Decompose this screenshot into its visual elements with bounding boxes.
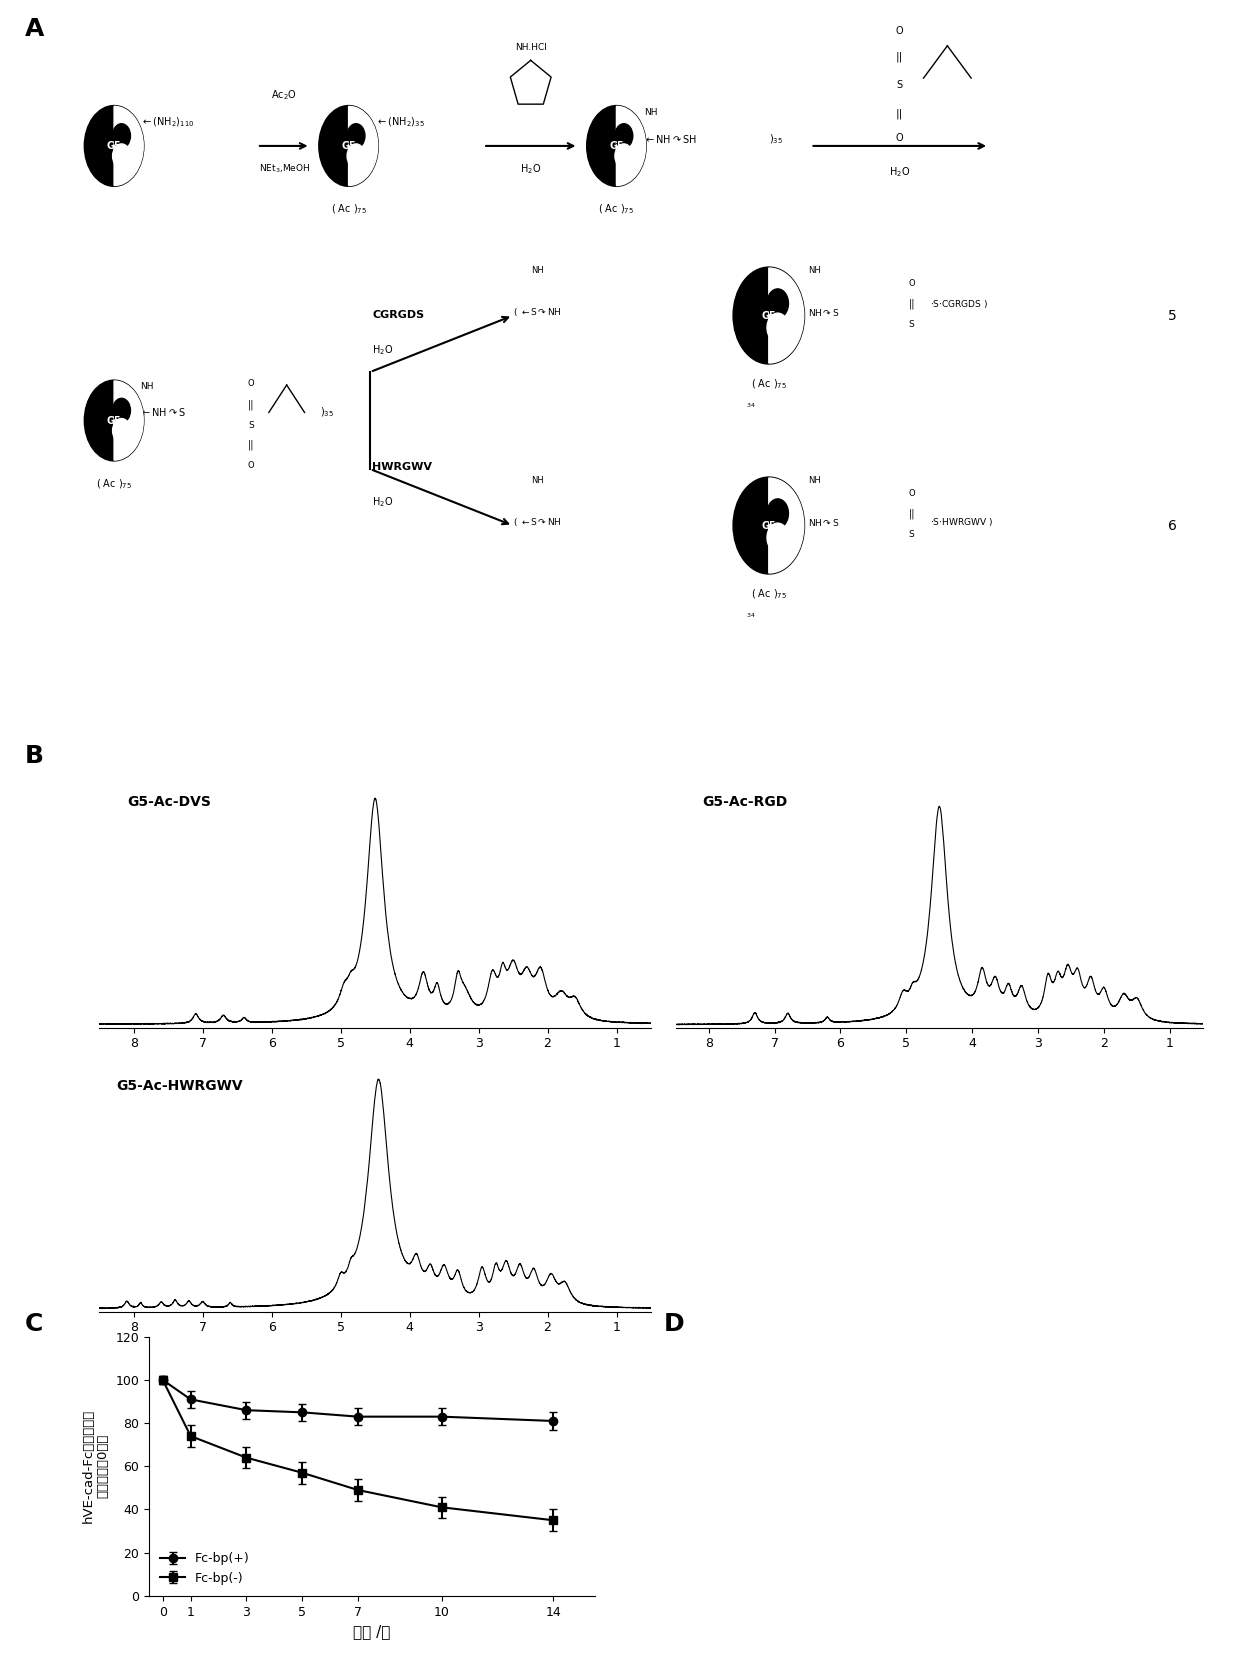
Text: NH.HCl: NH.HCl — [515, 43, 547, 52]
Circle shape — [587, 105, 646, 185]
Text: ||: || — [897, 52, 904, 62]
Text: ||: || — [248, 399, 254, 409]
Wedge shape — [616, 107, 646, 185]
Text: NH: NH — [644, 109, 657, 117]
Text: G5: G5 — [107, 140, 122, 150]
Text: ( Ac )$_{75}$: ( Ac )$_{75}$ — [331, 202, 367, 216]
Text: A: A — [25, 17, 45, 40]
Text: )$_{35}$: )$_{35}$ — [769, 132, 782, 147]
Text: ||: || — [909, 299, 915, 309]
Text: G5: G5 — [761, 311, 776, 321]
Circle shape — [347, 144, 365, 169]
Text: ( Ac )$_{75}$: ( Ac )$_{75}$ — [599, 202, 635, 216]
Text: G5-Ac-HWRGWV: G5-Ac-HWRGWV — [115, 1079, 242, 1093]
Text: 200um: 200um — [1118, 1564, 1158, 1574]
Text: NH: NH — [808, 266, 821, 276]
Text: H$_2$O: H$_2$O — [372, 343, 393, 358]
Text: O: O — [248, 379, 254, 388]
Text: NH$\curvearrowright$S: NH$\curvearrowright$S — [808, 516, 839, 528]
Text: NEt$_3$,MeOH: NEt$_3$,MeOH — [259, 162, 310, 174]
Text: G5: G5 — [107, 416, 122, 426]
Circle shape — [319, 105, 378, 185]
Text: C: C — [25, 1312, 43, 1335]
Circle shape — [768, 523, 789, 551]
Circle shape — [113, 124, 130, 149]
Text: NH: NH — [531, 476, 543, 485]
Text: Ac$_2$O: Ac$_2$O — [272, 89, 298, 102]
Circle shape — [113, 398, 130, 423]
Text: Fc-bp(+): Fc-bp(+) — [962, 1567, 1017, 1581]
Wedge shape — [769, 478, 804, 573]
Text: ( $\leftarrow$S$\curvearrowright$NH: ( $\leftarrow$S$\curvearrowright$NH — [513, 306, 562, 317]
Text: $\leftarrow$NH$\curvearrowright$SH: $\leftarrow$NH$\curvearrowright$SH — [644, 134, 697, 145]
X-axis label: 时间 /天: 时间 /天 — [353, 1624, 391, 1639]
Text: O: O — [897, 134, 904, 144]
Text: O: O — [909, 490, 915, 498]
Text: H$_2$O: H$_2$O — [520, 162, 542, 175]
Text: hMSC: hMSC — [962, 1342, 1006, 1357]
Wedge shape — [769, 267, 804, 363]
Text: S: S — [909, 530, 915, 540]
Circle shape — [733, 267, 805, 364]
Circle shape — [768, 289, 789, 317]
Y-axis label: hVE-cad-Fc剩余百分比
（相比较于0天）: hVE-cad-Fc剩余百分比 （相比较于0天） — [82, 1409, 109, 1524]
Text: S: S — [909, 321, 915, 329]
Text: B: B — [25, 744, 43, 767]
Circle shape — [84, 379, 144, 461]
Circle shape — [113, 418, 130, 443]
Text: NH$\curvearrowright$S: NH$\curvearrowright$S — [808, 307, 839, 317]
Text: $\cdot$S$\cdot$HWRGWV ): $\cdot$S$\cdot$HWRGWV ) — [930, 516, 992, 528]
Text: )$_{35}$: )$_{35}$ — [320, 406, 334, 419]
Text: O: O — [909, 279, 915, 287]
Circle shape — [113, 144, 130, 169]
Wedge shape — [114, 381, 144, 460]
Text: NH: NH — [531, 266, 543, 276]
Circle shape — [768, 500, 789, 528]
Text: ||: || — [909, 510, 915, 520]
Circle shape — [84, 105, 144, 185]
Text: NH: NH — [808, 476, 821, 485]
Text: O: O — [248, 461, 254, 470]
Text: HUVEC: HUVEC — [693, 1342, 746, 1357]
Text: ( Ac )$_{75}$: ( Ac )$_{75}$ — [750, 587, 787, 600]
Text: $\leftarrow$(NH$_2$)$_{110}$: $\leftarrow$(NH$_2$)$_{110}$ — [141, 115, 195, 129]
Text: S: S — [897, 80, 903, 90]
Text: H$_2$O: H$_2$O — [372, 495, 393, 508]
Text: $\leftarrow$(NH$_2$)$_{35}$: $\leftarrow$(NH$_2$)$_{35}$ — [376, 115, 425, 129]
Wedge shape — [348, 107, 378, 185]
Text: $_{34}$: $_{34}$ — [746, 612, 756, 620]
Text: $_{34}$: $_{34}$ — [746, 401, 756, 409]
Text: Fc-bp(-): Fc-bp(-) — [693, 1434, 742, 1447]
Text: G5: G5 — [609, 140, 624, 150]
Text: O: O — [897, 27, 904, 37]
Circle shape — [347, 124, 365, 149]
Text: $\leftarrow$NH$\curvearrowright$S: $\leftarrow$NH$\curvearrowright$S — [140, 406, 186, 418]
Text: 6: 6 — [1168, 518, 1177, 533]
Text: G5-Ac-DVS: G5-Ac-DVS — [126, 794, 211, 809]
Text: CGRGDS: CGRGDS — [372, 311, 424, 321]
Text: ( Ac )$_{75}$: ( Ac )$_{75}$ — [750, 378, 787, 391]
Text: H$_2$O: H$_2$O — [889, 165, 910, 179]
Circle shape — [615, 144, 632, 169]
Text: Fc-bp(-): Fc-bp(-) — [962, 1434, 1011, 1447]
Text: Fc-bp(+): Fc-bp(+) — [693, 1567, 748, 1581]
Text: ( Ac )$_{75}$: ( Ac )$_{75}$ — [95, 478, 133, 491]
Text: G5: G5 — [761, 521, 776, 530]
Circle shape — [733, 476, 805, 575]
Text: G5-Ac-RGD: G5-Ac-RGD — [702, 794, 787, 809]
Text: G5: G5 — [341, 140, 356, 150]
Text: 5: 5 — [1168, 309, 1177, 323]
Text: D: D — [663, 1312, 684, 1335]
Circle shape — [615, 124, 632, 149]
Text: S: S — [248, 421, 254, 429]
Text: $\cdot$S$\cdot$CGRGDS ): $\cdot$S$\cdot$CGRGDS ) — [930, 297, 988, 311]
Wedge shape — [114, 107, 144, 185]
Text: HWRGWV: HWRGWV — [372, 463, 433, 473]
Legend: Fc-bp(+), Fc-bp(-): Fc-bp(+), Fc-bp(-) — [155, 1547, 254, 1589]
Text: ||: || — [248, 439, 254, 451]
Text: ||: || — [897, 109, 904, 119]
Circle shape — [768, 312, 789, 343]
Text: ( $\leftarrow$S$\curvearrowright$NH: ( $\leftarrow$S$\curvearrowright$NH — [513, 516, 562, 528]
Text: NH: NH — [140, 383, 154, 391]
